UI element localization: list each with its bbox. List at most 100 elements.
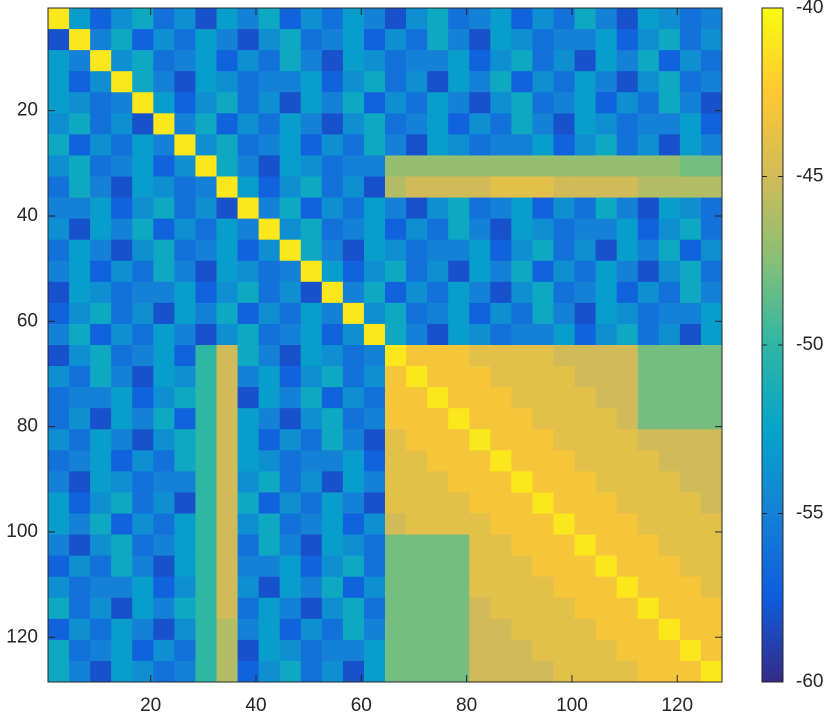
heatmap-cell — [637, 471, 660, 493]
heatmap-cell — [300, 260, 323, 283]
heatmap-cell — [174, 471, 196, 493]
heatmap-cell — [237, 218, 260, 241]
heatmap-cell — [532, 345, 554, 367]
heatmap-cell — [490, 323, 512, 346]
heatmap-cell — [48, 197, 70, 220]
heatmap-cell — [195, 71, 217, 93]
heatmap-cell — [511, 492, 533, 514]
heatmap-cell — [90, 50, 112, 72]
heatmap-cell — [532, 92, 554, 114]
heatmap-cell — [595, 134, 618, 156]
heatmap-cell — [363, 113, 386, 135]
heatmap-cell — [237, 71, 260, 93]
heatmap-cell — [195, 134, 217, 156]
heatmap-cell — [448, 639, 470, 662]
heatmap-cell — [48, 660, 70, 683]
heatmap-cell — [679, 597, 702, 620]
heatmap-cell — [574, 8, 597, 30]
heatmap-cell — [511, 302, 533, 325]
heatmap-cell — [69, 534, 91, 557]
heatmap-cell — [469, 618, 491, 641]
heatmap-cell — [174, 8, 196, 30]
heatmap-cell — [90, 387, 112, 409]
heatmap-cell — [279, 513, 302, 535]
heatmap-cell — [490, 176, 512, 198]
heatmap-cell — [448, 450, 470, 472]
heatmap-cell — [658, 92, 681, 114]
heatmap-cell — [469, 176, 491, 198]
heatmap-cell — [153, 408, 175, 430]
heatmap-cell — [279, 660, 302, 683]
heatmap-cell — [490, 302, 512, 325]
heatmap-cell — [616, 50, 639, 72]
heatmap-cell — [69, 492, 91, 514]
heatmap-cell — [532, 260, 554, 283]
heatmap-cell — [385, 71, 407, 93]
heatmap-cell — [532, 618, 554, 641]
heatmap-cell — [174, 345, 196, 367]
heatmap-cell — [258, 239, 281, 262]
heatmap-cell — [258, 366, 281, 388]
heatmap-cell — [679, 345, 702, 367]
heatmap-cell — [48, 113, 70, 135]
heatmap-cell — [406, 408, 428, 430]
heatmap-cell — [448, 8, 470, 30]
heatmap-cell — [469, 639, 491, 662]
heatmap-cell — [448, 302, 470, 325]
heatmap-cell — [406, 471, 428, 493]
heatmap-cell — [427, 281, 449, 304]
heatmap-cell — [637, 323, 660, 346]
heatmap-cell — [258, 660, 281, 683]
heatmap-cell — [427, 576, 449, 599]
heatmap-cell — [153, 513, 175, 535]
heatmap-cell — [595, 387, 618, 409]
heatmap-cell — [406, 50, 428, 72]
heatmap-cell — [279, 50, 302, 72]
heatmap-cell — [258, 429, 281, 451]
heatmap-cell — [300, 176, 323, 198]
heatmap-cell — [553, 513, 575, 535]
heatmap-cell — [574, 50, 597, 72]
heatmap-cell — [132, 239, 154, 262]
heatmap-cell — [153, 197, 175, 220]
heatmap-cell — [342, 471, 365, 493]
heatmap-cell — [90, 8, 112, 30]
heatmap-cell — [363, 8, 386, 30]
heatmap-cell — [469, 429, 491, 451]
heatmap-cell — [385, 155, 407, 177]
heatmap-cell — [700, 513, 723, 535]
heatmap-cell — [406, 576, 428, 599]
heatmap-cell — [658, 197, 681, 220]
heatmap-cell — [321, 29, 344, 51]
heatmap-cell — [616, 29, 639, 51]
heatmap-cell — [174, 323, 196, 346]
heatmap-cell — [595, 345, 618, 367]
heatmap-cell — [469, 29, 491, 51]
heatmap-cell — [300, 155, 323, 177]
heatmap-cell — [595, 471, 618, 493]
heatmap-cell — [469, 660, 491, 683]
heatmap-cell — [595, 218, 618, 241]
heatmap-cell — [637, 639, 660, 662]
heatmap-cell — [490, 345, 512, 367]
heatmap-cell — [132, 260, 154, 283]
heatmap-cell — [48, 513, 70, 535]
heatmap-cell — [574, 197, 597, 220]
heatmap-cell — [342, 513, 365, 535]
heatmap-cell — [679, 534, 702, 557]
heatmap-cell — [321, 134, 344, 156]
heatmap-cell — [490, 113, 512, 135]
heatmap-cell — [69, 113, 91, 135]
heatmap-cell — [427, 71, 449, 93]
heatmap-cell — [174, 597, 196, 620]
heatmap-cell — [490, 576, 512, 599]
heatmap-cell — [490, 639, 512, 662]
heatmap-cell — [700, 345, 723, 367]
heatmap-cell — [616, 492, 639, 514]
heatmap-cell — [237, 260, 260, 283]
x-tick-label: 60 — [351, 695, 372, 716]
heatmap-cell — [342, 555, 365, 578]
heatmap-cell — [511, 366, 533, 388]
heatmap-cell — [574, 534, 597, 557]
heatmap-cell — [300, 8, 323, 30]
